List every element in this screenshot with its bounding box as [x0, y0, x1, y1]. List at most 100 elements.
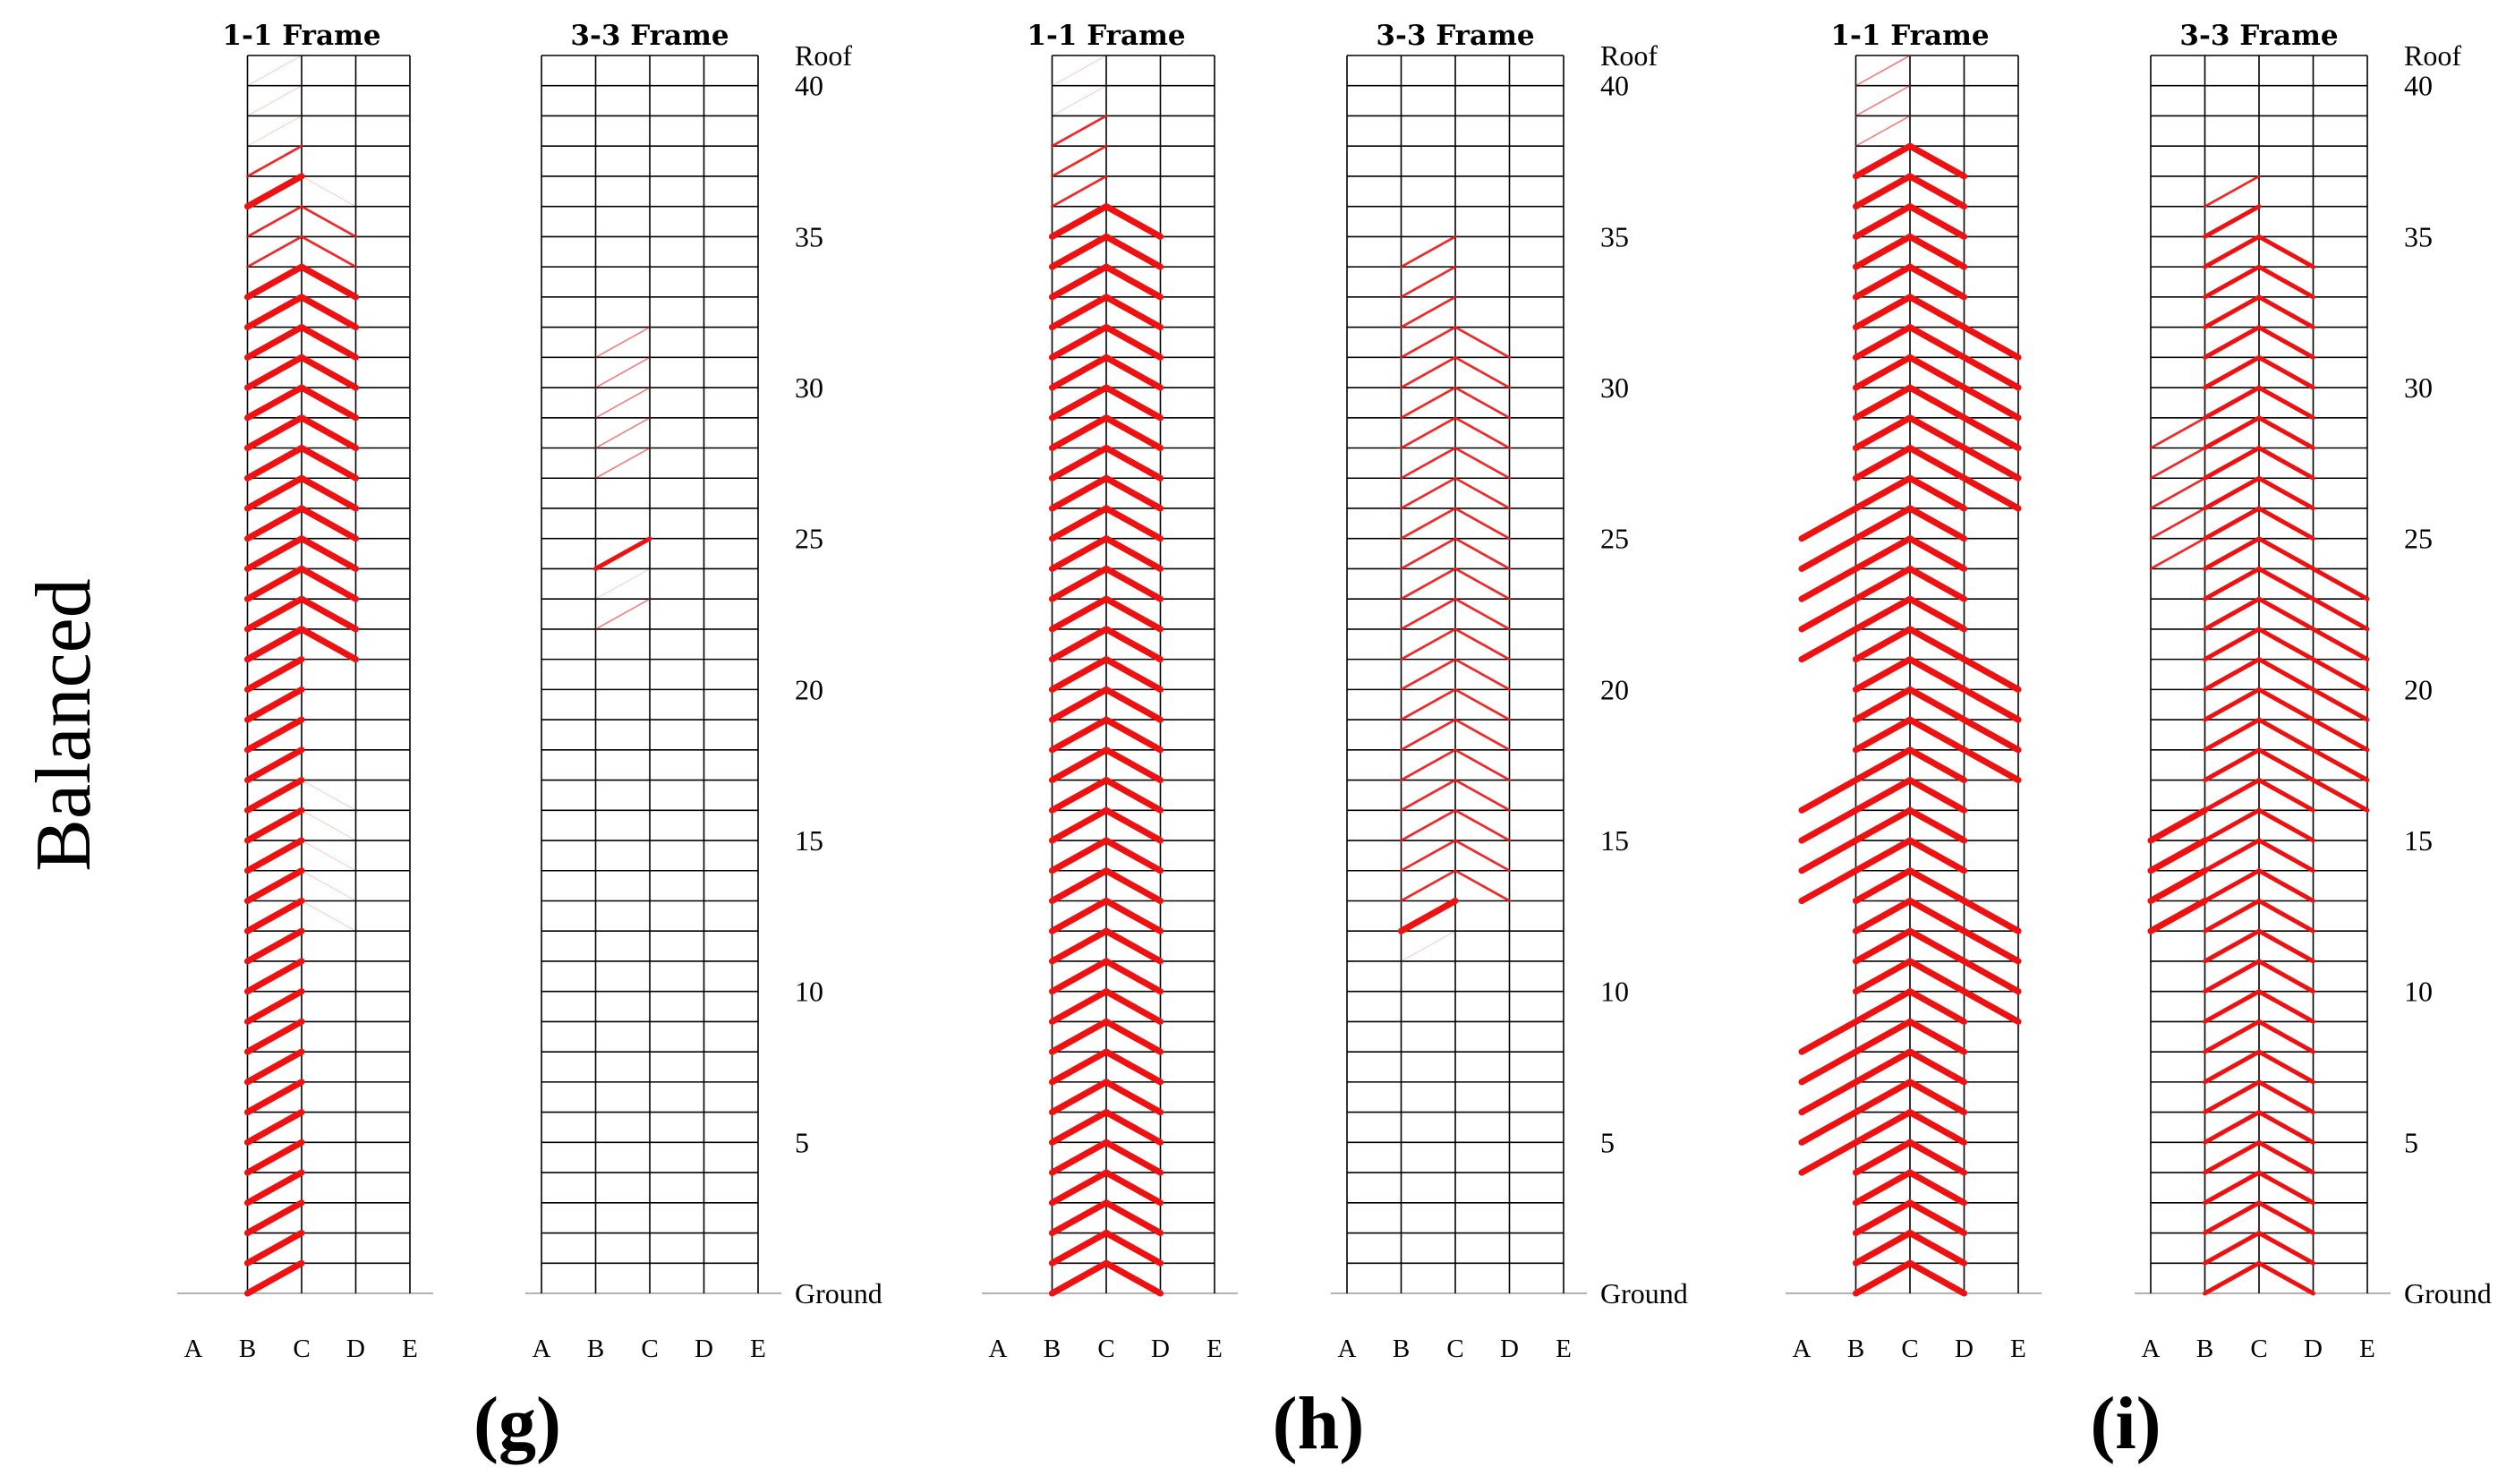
- brace-line: [2256, 1019, 2315, 1054]
- column-label: D: [1955, 1335, 1974, 1363]
- brace-line: [1052, 85, 1107, 116]
- brace-line: [1906, 565, 1968, 602]
- brace-line: [1400, 355, 1457, 389]
- brace-line: [1906, 233, 1968, 270]
- brace-line: [2256, 536, 2315, 571]
- brace-line: [247, 115, 303, 147]
- brace-line: [243, 686, 305, 723]
- brace-line: [298, 263, 360, 301]
- brace-line: [1401, 930, 1456, 962]
- brace-line: [2311, 747, 2370, 783]
- brace-line: [298, 565, 360, 602]
- frame-grid: [2135, 55, 2391, 1294]
- brace-line: [1852, 505, 1914, 542]
- level-label: 10: [1600, 976, 1629, 1008]
- column-label: B: [587, 1335, 604, 1363]
- frame-title: 3-3 Frame: [570, 20, 729, 52]
- brace-line: [1400, 476, 1457, 510]
- brace-line: [1854, 84, 1911, 117]
- brace-line: [298, 535, 360, 572]
- brace-line: [1454, 355, 1511, 389]
- brace-line: [1906, 1079, 1968, 1116]
- brace-line: [2256, 566, 2315, 601]
- brace-line: [243, 806, 305, 844]
- brace-line: [1103, 1079, 1164, 1116]
- brace-line: [2256, 1079, 2315, 1115]
- brace-line: [1960, 988, 2022, 1025]
- brace-line: [1048, 414, 1110, 452]
- brace-line: [2203, 1110, 2262, 1145]
- brace-marks: [243, 55, 2370, 1297]
- level-label: 5: [2404, 1126, 2418, 1158]
- brace-line: [1048, 203, 1110, 240]
- brace-line: [1454, 688, 1511, 721]
- brace-line: [301, 175, 356, 208]
- brace-line: [1048, 1199, 1110, 1237]
- brace-line: [2203, 234, 2262, 269]
- level-label: 5: [1600, 1126, 1615, 1158]
- brace-line: [2203, 1139, 2262, 1175]
- column-label: B: [1847, 1335, 1864, 1363]
- brace-line: [246, 144, 303, 178]
- brace-line: [2256, 747, 2315, 783]
- brace-line: [1400, 295, 1457, 328]
- column-label: B: [2196, 1335, 2213, 1363]
- brace-line: [1906, 354, 1968, 391]
- brace-line: [1852, 988, 1914, 1025]
- frame-title: 3-3 Frame: [1376, 20, 1534, 52]
- column-label: E: [1206, 1335, 1223, 1363]
- brace-line: [1852, 746, 1914, 784]
- brace-line: [1454, 658, 1511, 691]
- brace-line: [1048, 686, 1110, 723]
- brace-line: [300, 235, 357, 269]
- brace-line: [2203, 566, 2262, 601]
- brace-line: [1852, 1229, 1914, 1267]
- brace-line: [1048, 958, 1110, 995]
- brace-line: [243, 716, 305, 754]
- brace-line: [298, 626, 360, 663]
- brace-line: [1103, 384, 1164, 422]
- brace-line: [1852, 294, 1914, 331]
- brace-line: [1852, 535, 1914, 572]
- brace-line: [1103, 626, 1164, 663]
- brace-line: [2256, 928, 2315, 964]
- brace-line: [247, 55, 303, 87]
- brace-line: [1854, 115, 1911, 147]
- brace-line: [243, 1079, 305, 1116]
- brace-line: [1048, 324, 1110, 361]
- brace-line: [1048, 1048, 1110, 1086]
- brace-line: [1852, 565, 1914, 602]
- column-label: C: [2250, 1335, 2267, 1363]
- brace-line: [1103, 324, 1164, 361]
- brace-line: [1906, 1199, 1968, 1237]
- brace-line: [1852, 897, 1914, 934]
- brace-line: [1103, 777, 1164, 814]
- brace-line: [2149, 447, 2206, 480]
- level-label: 35: [795, 220, 823, 252]
- brace-line: [1400, 808, 1457, 842]
- brace-line: [243, 626, 305, 663]
- brace-line: [1454, 869, 1511, 902]
- brace-line: [1852, 142, 1914, 180]
- column-label: D: [1500, 1335, 1519, 1363]
- roof-label: Roof: [795, 39, 852, 72]
- roof-label: Roof: [2404, 39, 2461, 72]
- brace-line: [1454, 386, 1511, 420]
- brace-line: [2256, 475, 2315, 511]
- brace-line: [2256, 1110, 2315, 1145]
- brace-line: [1048, 535, 1110, 572]
- level-label: 5: [795, 1126, 809, 1158]
- frame-grid: [982, 55, 1238, 1294]
- level-label: 15: [2404, 824, 2433, 857]
- column-label: E: [1556, 1335, 1572, 1363]
- brace-line: [1854, 55, 1911, 87]
- level-label: 35: [1600, 220, 1629, 252]
- brace-line: [243, 505, 305, 542]
- ground-label: Ground: [2404, 1277, 2492, 1309]
- brace-line: [298, 294, 360, 331]
- brace-line: [1960, 474, 2022, 512]
- frame-title: 1-1 Frame: [1830, 20, 1989, 52]
- brace-line: [2203, 536, 2262, 571]
- brace-line: [1852, 354, 1914, 391]
- brace-line: [1906, 716, 1968, 754]
